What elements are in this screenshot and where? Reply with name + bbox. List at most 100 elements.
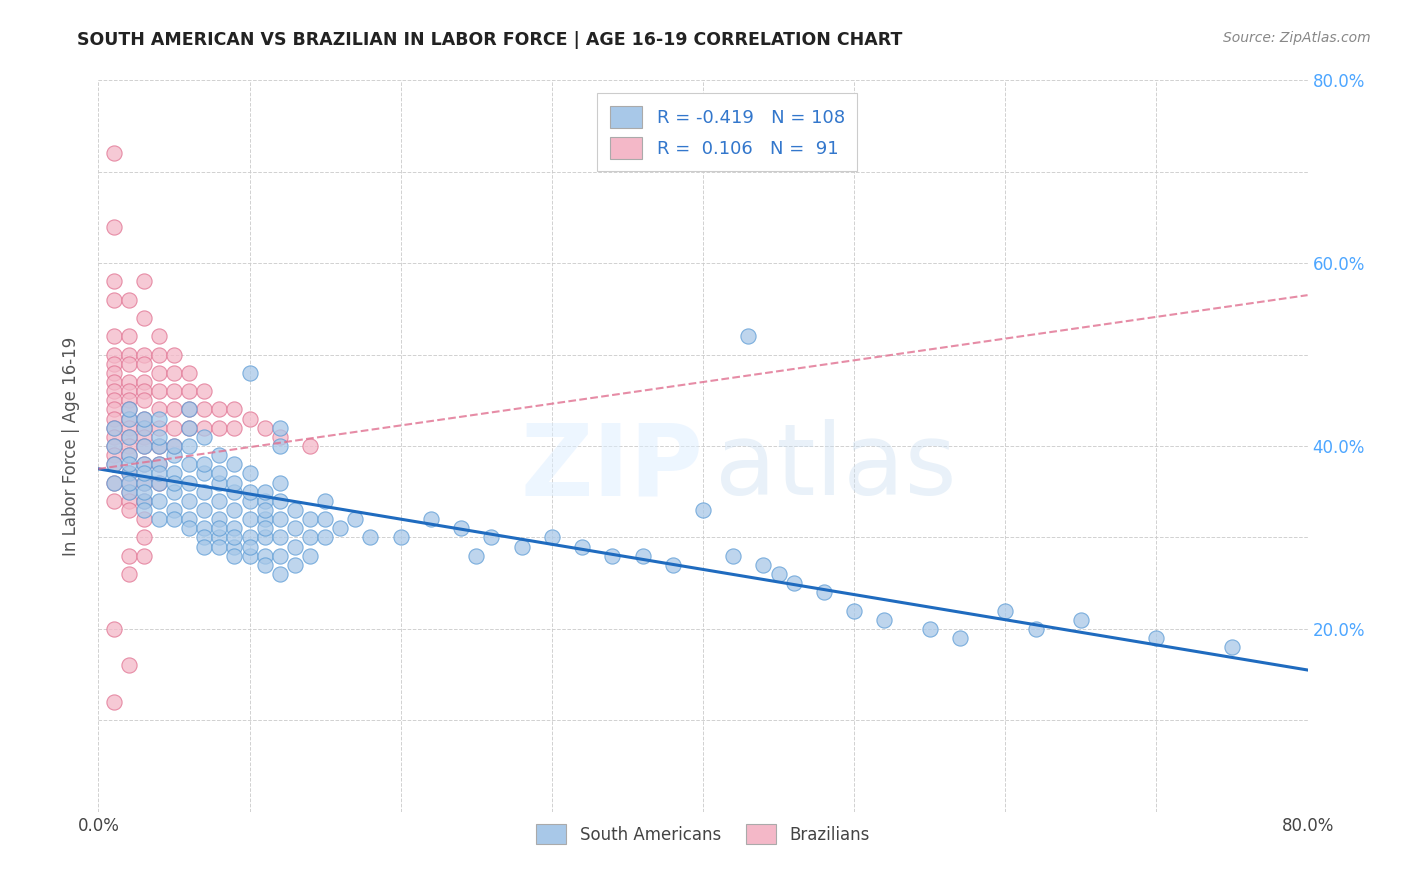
Point	[752, 558, 775, 572]
Point	[163, 421, 186, 435]
Point	[208, 512, 231, 526]
Point	[132, 512, 155, 526]
Point	[163, 366, 186, 380]
Point	[1024, 622, 1046, 636]
Point	[253, 549, 276, 563]
Point	[420, 512, 443, 526]
Point	[103, 448, 125, 462]
Point	[118, 494, 141, 508]
Point	[1144, 631, 1167, 645]
Point	[224, 484, 246, 499]
Point	[253, 512, 276, 526]
Point	[224, 402, 246, 417]
Point	[314, 530, 336, 544]
Point	[193, 521, 215, 535]
Point	[132, 457, 155, 471]
Point	[193, 540, 215, 554]
Point	[193, 503, 215, 517]
Point	[224, 549, 246, 563]
Point	[179, 521, 201, 535]
Point	[132, 484, 155, 499]
Point	[208, 421, 231, 435]
Point	[465, 549, 488, 563]
Y-axis label: In Labor Force | Age 16-19: In Labor Force | Age 16-19	[62, 336, 80, 556]
Point	[163, 347, 186, 362]
Point	[103, 402, 125, 417]
Point	[132, 467, 155, 481]
Point	[118, 439, 141, 453]
Point	[103, 275, 125, 289]
Text: ZIP: ZIP	[520, 419, 703, 516]
Point	[510, 540, 533, 554]
Point	[239, 366, 262, 380]
Point	[103, 430, 125, 444]
Point	[118, 384, 141, 398]
Point	[118, 503, 141, 517]
Point	[193, 457, 215, 471]
Point	[103, 439, 125, 453]
Point	[163, 402, 186, 417]
Point	[918, 622, 941, 636]
Point	[148, 439, 170, 453]
Point	[118, 375, 141, 389]
Point	[269, 567, 291, 582]
Point	[179, 402, 201, 417]
Point	[103, 457, 125, 471]
Point	[118, 421, 141, 435]
Point	[103, 357, 125, 371]
Point	[118, 293, 141, 307]
Point	[571, 540, 593, 554]
Point	[118, 475, 141, 490]
Point	[360, 530, 382, 544]
Point	[103, 421, 125, 435]
Point	[783, 576, 806, 591]
Point	[269, 475, 291, 490]
Point	[314, 494, 336, 508]
Point	[193, 430, 215, 444]
Point	[253, 494, 276, 508]
Point	[208, 530, 231, 544]
Point	[224, 475, 246, 490]
Point	[179, 439, 201, 453]
Point	[768, 567, 790, 582]
Point	[193, 384, 215, 398]
Point	[103, 457, 125, 471]
Point	[118, 402, 141, 417]
Point	[163, 512, 186, 526]
Point	[118, 347, 141, 362]
Point	[208, 540, 231, 554]
Point	[132, 421, 155, 435]
Point	[631, 549, 654, 563]
Point	[208, 402, 231, 417]
Point	[723, 549, 745, 563]
Point	[179, 402, 201, 417]
Point	[103, 366, 125, 380]
Point	[103, 695, 125, 709]
Point	[208, 475, 231, 490]
Point	[148, 475, 170, 490]
Point	[813, 585, 835, 599]
Point	[314, 512, 336, 526]
Point	[224, 503, 246, 517]
Point	[179, 384, 201, 398]
Point	[118, 484, 141, 499]
Point	[118, 402, 141, 417]
Point	[118, 457, 141, 471]
Point	[239, 411, 262, 425]
Point	[132, 347, 155, 362]
Point	[253, 484, 276, 499]
Point	[132, 375, 155, 389]
Point	[193, 467, 215, 481]
Point	[284, 558, 307, 572]
Text: Source: ZipAtlas.com: Source: ZipAtlas.com	[1223, 31, 1371, 45]
Point	[269, 549, 291, 563]
Point	[179, 475, 201, 490]
Point	[132, 475, 155, 490]
Point	[239, 494, 262, 508]
Point	[239, 549, 262, 563]
Point	[284, 540, 307, 554]
Point	[163, 475, 186, 490]
Point	[179, 457, 201, 471]
Point	[163, 384, 186, 398]
Point	[148, 467, 170, 481]
